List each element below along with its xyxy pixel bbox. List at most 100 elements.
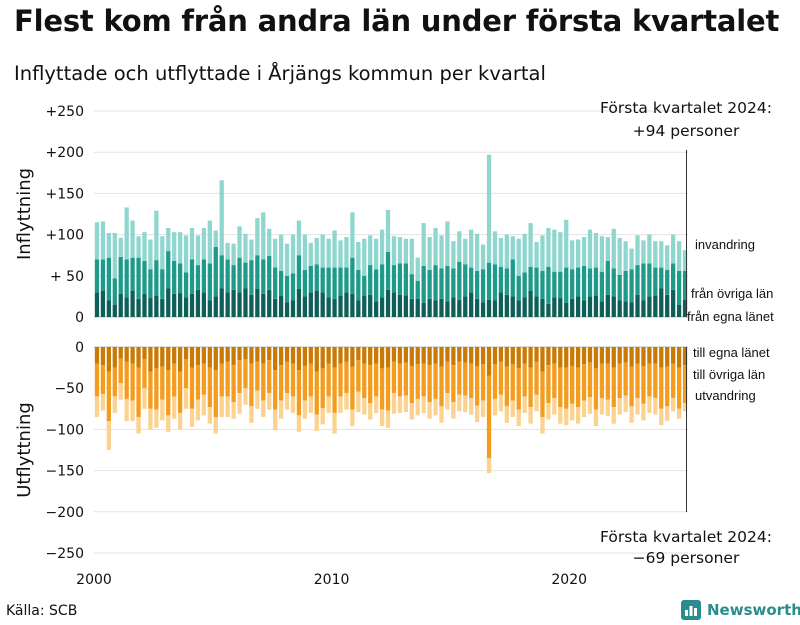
bar-segment <box>213 370 218 418</box>
bar-segment <box>326 396 331 413</box>
bar-segment <box>130 290 135 317</box>
bar-segment <box>451 402 456 419</box>
bar-segment <box>445 347 450 362</box>
bar-segment <box>207 367 212 408</box>
bar-segment <box>207 220 212 264</box>
bar-segment <box>510 296 515 317</box>
bar-segment <box>207 407 212 424</box>
bar-segment <box>469 229 474 268</box>
bar-segment <box>611 228 616 269</box>
bar-segment <box>665 366 670 407</box>
bar-segment <box>391 361 397 394</box>
bar-segment <box>498 361 504 395</box>
bar-segment <box>439 298 444 317</box>
bar-segment <box>421 347 426 364</box>
bar-segment <box>249 294 254 317</box>
bar-segment <box>564 302 569 317</box>
bar-segment <box>118 383 123 400</box>
bar-segment <box>397 347 403 364</box>
bar-segment <box>136 347 141 368</box>
bar-segment <box>671 289 676 317</box>
bar-segment <box>445 361 450 394</box>
bar-segment <box>641 365 646 404</box>
bar-segment <box>314 347 319 372</box>
bar-segment <box>302 400 308 419</box>
bar-segment <box>350 409 355 427</box>
bar-segment <box>225 361 230 397</box>
chart-title: Flest kom från andra län under första kv… <box>14 4 780 38</box>
bar-segment <box>433 347 438 364</box>
bar-segment <box>552 398 557 415</box>
bar-segment <box>177 263 183 294</box>
bar-segment <box>599 363 605 399</box>
bar-segment <box>225 396 230 418</box>
bar-segment <box>368 347 373 366</box>
bar-segment <box>166 347 171 371</box>
bar-segment <box>391 347 397 362</box>
bar-segment <box>653 363 658 399</box>
bar-segment <box>522 233 527 273</box>
bar-segment <box>195 347 201 366</box>
bar-segment <box>213 347 218 371</box>
annotation: Första kvartalet 2024: <box>600 99 772 117</box>
bar-segment <box>409 403 414 420</box>
bar-segment <box>302 296 308 317</box>
bar-segment <box>385 367 391 411</box>
bar-segment <box>308 347 313 364</box>
bar-segment <box>118 237 123 257</box>
bar-segment <box>261 347 266 364</box>
bar-segment <box>676 347 682 368</box>
bar-segment <box>172 293 177 317</box>
bar-segment <box>540 417 545 434</box>
bar-segment <box>302 270 308 297</box>
bar-segment <box>142 388 147 409</box>
bar-segment <box>623 241 628 271</box>
bar-segment <box>492 264 498 301</box>
bar-segment <box>504 234 509 269</box>
bar-segment <box>273 267 278 299</box>
bar-segment <box>231 347 236 366</box>
bar-segment <box>368 265 373 295</box>
bar-segment <box>558 407 563 424</box>
bar-segment <box>189 408 195 427</box>
bar-segment <box>617 274 622 301</box>
bar-segment <box>480 269 486 303</box>
bar-segment <box>201 292 207 317</box>
bar-segment <box>564 219 569 268</box>
bar-segment <box>659 267 664 289</box>
bar-segment <box>213 296 218 317</box>
bar-segment <box>421 302 426 317</box>
bar-segment <box>189 347 195 368</box>
bar-segment <box>255 347 260 362</box>
bar-segment <box>231 402 236 419</box>
bar-segment <box>474 270 480 299</box>
bar-segment <box>124 207 129 260</box>
bar-segment <box>522 347 527 364</box>
bar-segment <box>148 269 153 299</box>
bar-segment <box>575 296 581 317</box>
bar-segment <box>296 415 302 432</box>
bar-segment <box>599 271 605 302</box>
bar-segment <box>166 415 171 432</box>
bar-segment <box>647 296 652 317</box>
bar-segment <box>611 347 616 368</box>
bar-segment <box>605 347 610 364</box>
bar-segment <box>540 371 545 418</box>
bar-segment <box>486 347 492 376</box>
bar-segment <box>522 396 527 413</box>
bar-segment <box>397 237 403 264</box>
bar-segment <box>581 300 587 317</box>
bar-segment <box>617 347 622 364</box>
bar-segment <box>605 363 610 400</box>
bar-segment <box>118 358 123 384</box>
bar-segment <box>177 232 183 264</box>
bar-segment <box>356 270 361 301</box>
bar-segment <box>403 295 408 317</box>
bar-segment <box>219 180 224 256</box>
bar-segment <box>160 236 165 270</box>
x-tick-label: 2020 <box>551 572 587 588</box>
bar-segment <box>403 347 408 363</box>
bar-segment <box>225 242 230 260</box>
bar-segment <box>172 232 177 261</box>
bar-segment <box>379 297 385 317</box>
